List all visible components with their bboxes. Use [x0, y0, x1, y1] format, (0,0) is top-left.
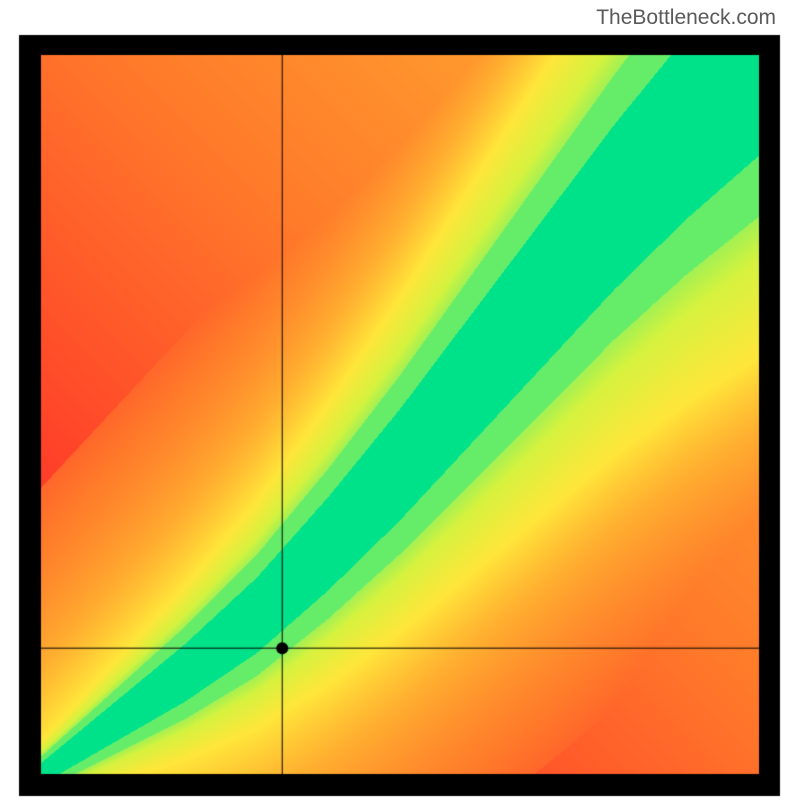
chart-container: { "attribution": "TheBottleneck.com", "l… — [0, 0, 800, 800]
bottleneck-heatmap — [0, 0, 800, 800]
